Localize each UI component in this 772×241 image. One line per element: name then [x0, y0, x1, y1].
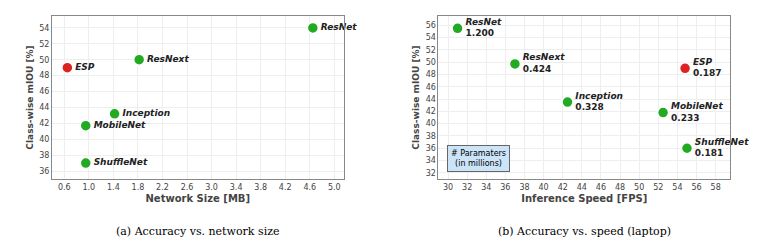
svg-text:ESP: ESP [75, 62, 95, 72]
svg-text:(a) Accuracy vs. network size: (a) Accuracy vs. network size [116, 225, 279, 238]
svg-text:56: 56 [691, 183, 701, 192]
svg-text:ResNet: ResNet [321, 22, 358, 32]
svg-text:ESP0.187: ESP0.187 [693, 57, 721, 79]
svg-text:38: 38 [426, 132, 436, 141]
svg-text:Class-wise mIOU [%]: Class-wise mIOU [%] [25, 45, 35, 149]
svg-text:3.4: 3.4 [230, 183, 243, 192]
svg-text:ResNext0.424: ResNext0.424 [523, 52, 565, 74]
svg-text:Inference Speed [FPS]: Inference Speed [FPS] [521, 193, 647, 204]
svg-text:44: 44 [426, 95, 436, 104]
svg-text:Network Size [MB]: Network Size [MB] [146, 193, 251, 204]
svg-text:54: 54 [39, 24, 49, 33]
svg-text:44: 44 [577, 183, 587, 192]
svg-text:52: 52 [426, 46, 436, 55]
svg-text:52: 52 [653, 183, 663, 192]
svg-text:40: 40 [539, 183, 549, 192]
svg-text:1.0: 1.0 [82, 183, 95, 192]
svg-text:44: 44 [39, 103, 49, 112]
svg-text:1.4: 1.4 [107, 183, 120, 192]
svg-text:42: 42 [426, 107, 436, 116]
svg-text:52: 52 [39, 40, 49, 49]
svg-text:48: 48 [39, 71, 49, 80]
svg-text:1.8: 1.8 [132, 183, 145, 192]
svg-text:46: 46 [39, 87, 49, 96]
svg-text:5.0: 5.0 [328, 183, 341, 192]
svg-text:48: 48 [426, 70, 436, 79]
svg-text:58: 58 [711, 183, 721, 192]
svg-text:ResNext: ResNext [147, 54, 189, 64]
svg-text:46: 46 [596, 183, 606, 192]
svg-text:38: 38 [39, 151, 49, 160]
svg-text:# Paramaters(in millions): # Paramaters(in millions) [451, 149, 506, 168]
svg-text:3.8: 3.8 [254, 183, 267, 192]
svg-text:40: 40 [426, 119, 436, 128]
svg-text:ShuffleNet: ShuffleNet [94, 157, 148, 167]
svg-text:32: 32 [462, 183, 472, 192]
svg-text:56: 56 [426, 21, 436, 30]
svg-text:3.0: 3.0 [205, 183, 218, 192]
svg-text:2.2: 2.2 [156, 183, 169, 192]
svg-text:54: 54 [426, 33, 436, 42]
svg-text:34: 34 [426, 156, 436, 165]
svg-text:42: 42 [558, 183, 568, 192]
svg-text:54: 54 [672, 183, 682, 192]
svg-text:38: 38 [519, 183, 529, 192]
svg-text:50: 50 [634, 183, 644, 192]
svg-text:40: 40 [39, 135, 49, 144]
svg-text:ShuffleNet0.181: ShuffleNet0.181 [695, 137, 749, 159]
svg-text:46: 46 [426, 83, 436, 92]
svg-text:4.6: 4.6 [303, 183, 316, 192]
svg-text:MobileNet: MobileNet [94, 120, 146, 130]
svg-text:ResNet1.200: ResNet1.200 [465, 17, 502, 39]
svg-text:(b) Accuracy vs. speed (laptop: (b) Accuracy vs. speed (laptop) [498, 225, 671, 238]
svg-text:36: 36 [426, 144, 436, 153]
svg-text:Inception: Inception [122, 108, 170, 118]
svg-text:48: 48 [615, 183, 625, 192]
svg-text:42: 42 [39, 119, 49, 128]
svg-text:32: 32 [426, 169, 436, 178]
svg-text:2.6: 2.6 [181, 183, 194, 192]
svg-text:36: 36 [500, 183, 510, 192]
svg-text:34: 34 [481, 183, 491, 192]
svg-text:MobileNet0.233: MobileNet0.233 [671, 101, 723, 123]
svg-text:0.6: 0.6 [58, 183, 71, 192]
svg-text:30: 30 [443, 183, 453, 192]
svg-text:Inception0.328: Inception0.328 [575, 91, 623, 113]
svg-text:Class-wise mIOU [%]: Class-wise mIOU [%] [411, 45, 421, 149]
svg-text:50: 50 [426, 58, 436, 67]
svg-text:4.2: 4.2 [279, 183, 292, 192]
svg-text:36: 36 [39, 167, 49, 176]
svg-text:50: 50 [39, 56, 49, 65]
